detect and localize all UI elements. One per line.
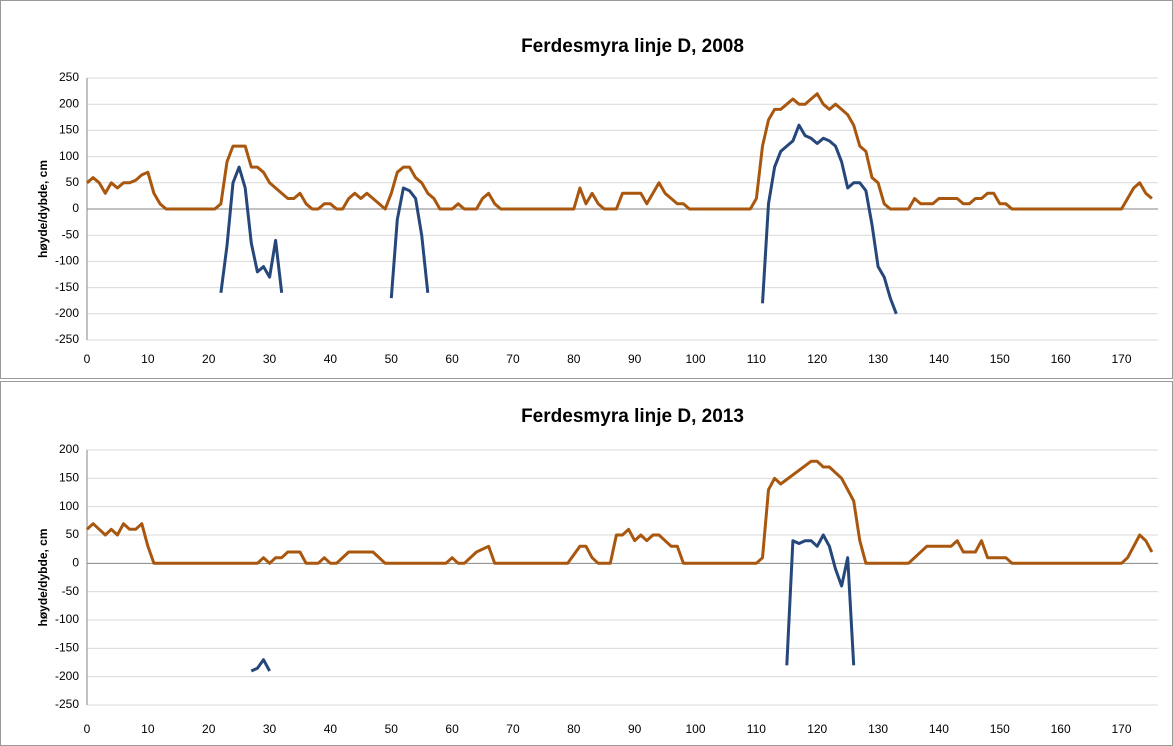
x-tick-label: 170 — [1111, 352, 1131, 366]
x-tick-label: 50 — [385, 352, 399, 366]
x-tick-label: 30 — [263, 352, 277, 366]
x-tick-label: 150 — [990, 722, 1010, 736]
y-tick-label: -250 — [55, 697, 79, 711]
x-tick-label: 10 — [141, 722, 155, 736]
y-tick-label: 150 — [59, 471, 79, 485]
data-line — [85, 459, 1154, 565]
x-tick-label: 120 — [807, 352, 827, 366]
x-tick-label: 60 — [445, 352, 459, 366]
y-tick-label: -50 — [62, 584, 80, 598]
x-tick-label: 120 — [807, 722, 827, 736]
y-tick-label: 100 — [59, 499, 79, 513]
x-tick-label: 100 — [686, 352, 706, 366]
x-tick-label: 20 — [202, 722, 216, 736]
x-tick-label: 50 — [385, 722, 399, 736]
chart-frame — [0, 0, 1173, 379]
y-axis-label: høyde/dybde, cm — [36, 160, 50, 258]
y-tick-label: -150 — [55, 641, 79, 655]
x-tick-label: 60 — [445, 722, 459, 736]
y-tick-label: 50 — [66, 175, 80, 189]
y-tick-label: 200 — [59, 442, 79, 456]
x-tick-label: 90 — [628, 352, 642, 366]
y-tick-label: -150 — [55, 280, 79, 294]
y-tick-label: 0 — [72, 556, 79, 570]
x-tick-label: 170 — [1111, 722, 1131, 736]
x-tick-label: 110 — [747, 352, 766, 366]
x-tick-label: 80 — [567, 722, 581, 736]
y-tick-label: 250 — [59, 70, 79, 84]
x-tick-label: 10 — [141, 352, 155, 366]
y-tick-label: -250 — [55, 332, 79, 346]
x-tick-label: 90 — [628, 722, 642, 736]
x-tick-label: 40 — [324, 352, 338, 366]
x-tick-label: 160 — [1051, 722, 1071, 736]
y-tick-label: -200 — [55, 306, 79, 320]
chart-title: Ferdesmyra linje D, 2008 — [521, 36, 744, 57]
data-line — [250, 533, 856, 673]
x-tick-label: 100 — [686, 722, 706, 736]
y-tick-label: 150 — [59, 123, 79, 137]
y-tick-label: 200 — [59, 96, 79, 110]
x-tick-label: 80 — [567, 352, 581, 366]
x-tick-label: 140 — [929, 352, 949, 366]
x-tick-label: 140 — [929, 722, 949, 736]
y-tick-label: -50 — [62, 227, 80, 241]
x-tick-label: 0 — [84, 352, 91, 366]
x-tick-label: 160 — [1051, 352, 1071, 366]
y-tick-label: 50 — [66, 527, 80, 541]
y-tick-label: 0 — [72, 201, 79, 215]
y-tick-label: -200 — [55, 669, 79, 683]
y-tick-label: -100 — [55, 254, 79, 268]
y-tick-label: -100 — [55, 612, 79, 626]
x-tick-label: 20 — [202, 352, 216, 366]
x-tick-label: 30 — [263, 722, 277, 736]
x-tick-label: 130 — [868, 352, 888, 366]
x-tick-label: 70 — [506, 722, 520, 736]
x-tick-label: 110 — [747, 722, 766, 736]
x-tick-label: 70 — [506, 352, 520, 366]
data-line — [219, 123, 898, 315]
x-tick-label: 40 — [324, 722, 338, 736]
data-line — [86, 92, 1153, 211]
x-tick-label: 0 — [84, 722, 91, 736]
y-tick-label: 100 — [59, 149, 79, 163]
x-tick-label: 150 — [990, 352, 1010, 366]
x-tick-label: 130 — [868, 722, 888, 736]
y-axis-label: høyde/dybde, cm — [36, 528, 50, 626]
chart-title: Ferdesmyra linje D, 2013 — [521, 406, 744, 427]
